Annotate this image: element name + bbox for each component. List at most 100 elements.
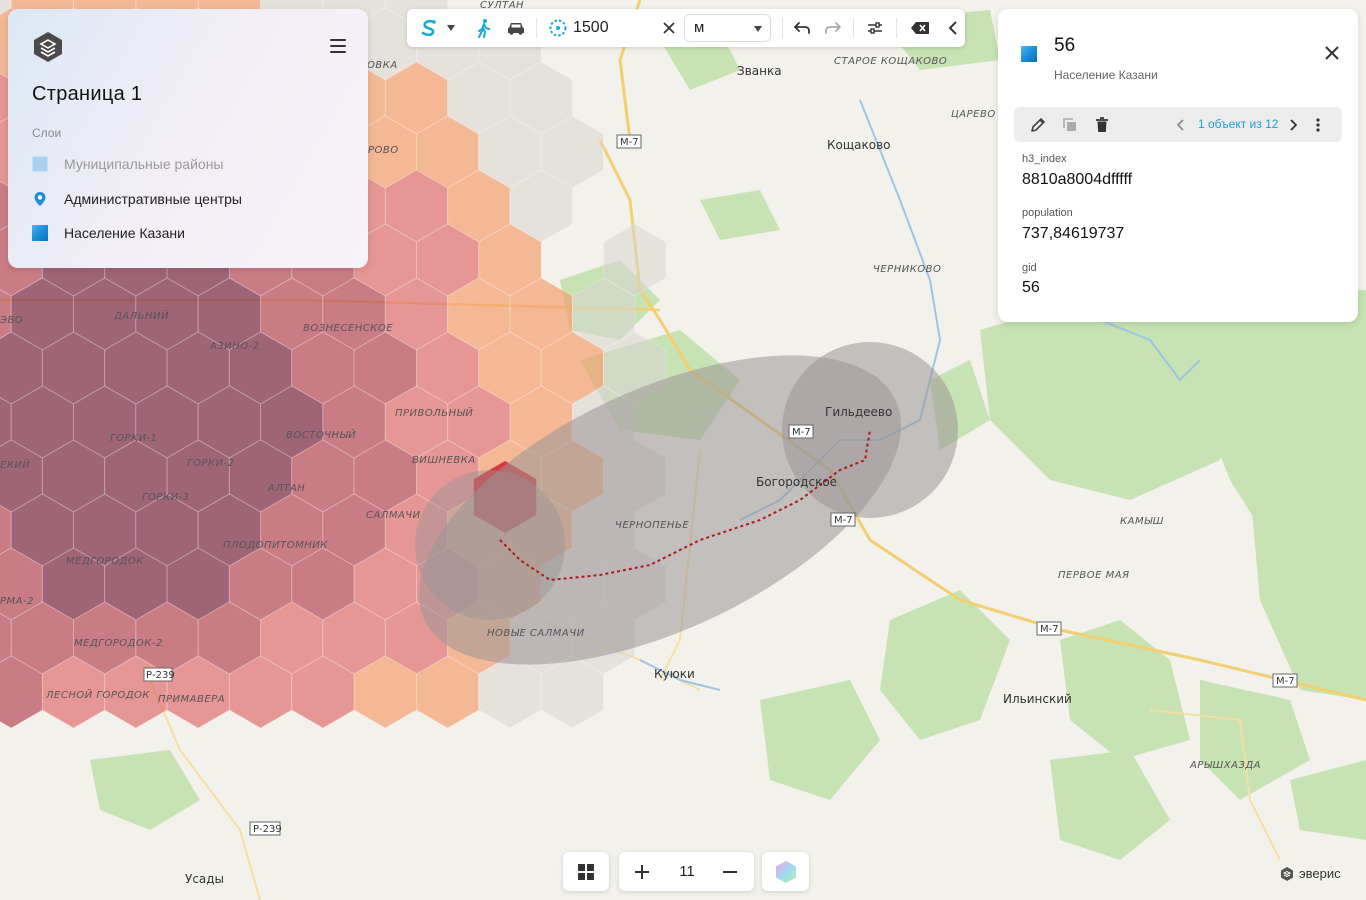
more-options-button[interactable] <box>1310 107 1326 142</box>
district-label: ОВКА <box>367 60 398 71</box>
buffer-zone <box>418 355 902 665</box>
close-icon[interactable] <box>1324 45 1340 61</box>
attribute-value: 737,84619737 <box>1022 225 1125 242</box>
road-number: М-7 <box>1276 676 1295 687</box>
buffer-mode-button[interactable] <box>545 9 571 47</box>
district-label: ЦАРЕВО <box>951 109 996 120</box>
chevron-left-icon <box>948 21 957 35</box>
district-label: ГОРКИ-1 <box>110 433 158 444</box>
road-number: М-7 <box>792 427 811 438</box>
district-label: АЛТАН <box>267 483 305 494</box>
copy-button[interactable] <box>1058 107 1082 142</box>
prev-feature-button[interactable] <box>1172 107 1190 142</box>
layers-panel: Страница 1 Слои Муниципальные районы Адм… <box>8 9 368 268</box>
isochrone-icon <box>421 19 436 37</box>
district-label: РОВО <box>368 145 399 156</box>
unit-select-value: м <box>694 19 705 36</box>
district-labels: СТАРОЕ КОЩАКОВО ЦАРЕВО ЧЕРНИКОВО КАМЫШ ПЕРВО… <box>0 0 1261 771</box>
brand-watermark: эверис <box>1280 866 1341 881</box>
place-label: Ильинский <box>1003 692 1072 706</box>
layer-item-municipal-districts[interactable]: Муниципальные районы <box>32 153 223 175</box>
district-label: МЕДГОРОДОК-2 <box>74 638 163 649</box>
feature-title: 56 <box>1054 35 1076 56</box>
delete-button[interactable] <box>1090 107 1114 142</box>
undo-button[interactable] <box>790 9 814 47</box>
grid-icon <box>578 864 594 880</box>
plus-icon[interactable] <box>634 864 650 880</box>
trash-icon <box>1096 116 1108 132</box>
district-label: ВОЗНЕСЕНСКОЕ <box>303 323 393 334</box>
redo-icon <box>825 22 841 34</box>
place-label: Богородское <box>756 475 837 489</box>
district-label: ЭВО <box>0 315 23 326</box>
next-feature-button[interactable] <box>1284 107 1302 142</box>
district-label: ГОРКИ-3 <box>142 492 190 503</box>
district-label: ПРИВОЛЬНЫЙ <box>395 406 473 419</box>
district-label: ЧЕРНИКОВО <box>873 264 941 275</box>
feature-pager: 1 объект из 12 <box>1198 117 1279 131</box>
road-number: Р-239 <box>253 824 282 835</box>
district-label: ЧЕРНОПЕНЬЕ <box>615 520 689 531</box>
layer-item-kazan-population[interactable]: Население Казани <box>32 222 185 244</box>
district-label: АРЫШХАЗДА <box>1189 760 1261 771</box>
basemap-gradient-icon <box>776 861 796 883</box>
sliders-icon <box>868 22 882 34</box>
district-label: ДАЛЬНИЙ <box>113 309 169 322</box>
road-shield-labels: М-7 М-7 М-7 М-7 М-7 Р-239 Р-239 <box>146 137 1295 835</box>
distance-input[interactable]: 1500 <box>573 19 609 36</box>
minus-icon[interactable] <box>722 864 738 880</box>
district-label: САЛМАЧИ <box>366 510 421 521</box>
undo-icon <box>794 22 810 34</box>
chevron-right-icon <box>1290 118 1297 131</box>
redo-button[interactable] <box>821 9 845 47</box>
more-vertical-icon <box>1316 117 1320 132</box>
basemap-switch-button[interactable] <box>762 852 809 891</box>
edit-button[interactable] <box>1026 107 1050 142</box>
district-label: ПЕРВОЕ МАЯ <box>1058 570 1130 581</box>
clear-distance-button[interactable] <box>659 9 679 47</box>
walk-mode-button[interactable] <box>473 9 495 47</box>
attribute-key: gid <box>1022 262 1037 274</box>
settings-button[interactable] <box>863 9 887 47</box>
district-label: МЕДГОРОДОК <box>66 556 144 567</box>
road-number: М-7 <box>834 515 853 526</box>
layer-item-admin-centers[interactable]: Административные центры <box>32 188 242 210</box>
grid-view-button[interactable] <box>563 852 609 891</box>
caret-down-icon <box>447 25 455 31</box>
mode-dropdown-button[interactable] <box>443 9 459 47</box>
brand-name: эверис <box>1299 866 1341 881</box>
unit-select[interactable]: м <box>684 14 771 42</box>
layer-label: Население Казани <box>64 225 185 241</box>
district-label: ВОСТОЧНЫЙ <box>286 428 356 441</box>
place-label: Кощаково <box>827 138 891 152</box>
layers-caption: Слои <box>32 126 62 140</box>
attribute-value: 56 <box>1022 279 1040 296</box>
place-label: Гильдеево <box>825 405 892 419</box>
caret-down-icon <box>754 26 762 32</box>
place-label: Усады <box>185 872 224 886</box>
feature-info-panel: 56 Население Казани 1 объект из 12 h3_in… <box>998 9 1358 322</box>
polygon-swatch-icon <box>32 225 48 241</box>
close-icon <box>663 22 675 34</box>
district-label: ЛЕСНОЙ ГОРОДОК <box>45 688 150 701</box>
district-label: НОВЫЕ САЛМАЧИ <box>487 628 585 639</box>
hamburger-menu-icon[interactable] <box>330 39 346 53</box>
district-label: АЗИНО-2 <box>209 341 260 352</box>
district-label: КАМЫШ <box>1120 516 1164 527</box>
feature-toolbar: 1 объект из 12 <box>1014 107 1342 142</box>
district-label: РМА-2 <box>0 596 34 607</box>
attribute-key: population <box>1022 207 1073 219</box>
place-label: Званка <box>737 64 782 78</box>
layer-label: Административные центры <box>64 191 242 207</box>
car-icon <box>508 23 524 35</box>
buffer-zone-start <box>415 470 565 620</box>
collapse-toolbar-button[interactable] <box>943 9 963 47</box>
district-label: ЕКИЙ <box>0 458 30 471</box>
car-mode-button[interactable] <box>503 9 529 47</box>
zoom-control: 11 <box>619 852 754 891</box>
clear-measurement-button[interactable] <box>907 9 933 47</box>
district-label: ГОРКИ-2 <box>187 458 235 469</box>
road-shields <box>143 134 1298 836</box>
isochrone-mode-button[interactable] <box>415 9 443 47</box>
measure-toolbar: 1500 м <box>407 9 965 47</box>
